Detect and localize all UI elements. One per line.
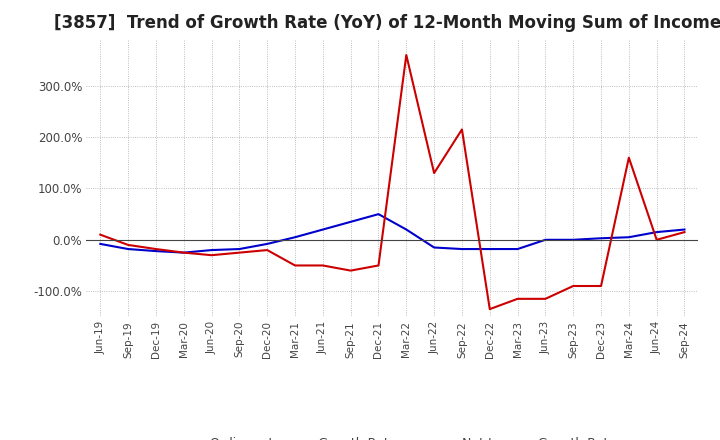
Ordinary Income Growth Rate	[541, 237, 550, 242]
Net Income Growth Rate	[485, 306, 494, 312]
Net Income Growth Rate	[569, 283, 577, 289]
Ordinary Income Growth Rate	[513, 246, 522, 252]
Ordinary Income Growth Rate	[485, 246, 494, 252]
Net Income Growth Rate	[235, 250, 243, 255]
Net Income Growth Rate	[652, 237, 661, 242]
Ordinary Income Growth Rate	[680, 227, 689, 232]
Net Income Growth Rate	[124, 242, 132, 248]
Ordinary Income Growth Rate	[430, 245, 438, 250]
Net Income Growth Rate	[597, 283, 606, 289]
Legend: Ordinary Income Growth Rate, Net Income Growth Rate: Ordinary Income Growth Rate, Net Income …	[163, 432, 621, 440]
Ordinary Income Growth Rate	[124, 246, 132, 252]
Ordinary Income Growth Rate	[207, 247, 216, 253]
Net Income Growth Rate	[263, 247, 271, 253]
Net Income Growth Rate	[374, 263, 383, 268]
Ordinary Income Growth Rate	[263, 241, 271, 246]
Title: [3857]  Trend of Growth Rate (YoY) of 12-Month Moving Sum of Incomes: [3857] Trend of Growth Rate (YoY) of 12-…	[54, 15, 720, 33]
Ordinary Income Growth Rate	[318, 227, 327, 232]
Ordinary Income Growth Rate	[291, 235, 300, 240]
Ordinary Income Growth Rate	[652, 230, 661, 235]
Net Income Growth Rate	[402, 52, 410, 58]
Line: Net Income Growth Rate: Net Income Growth Rate	[100, 55, 685, 309]
Line: Ordinary Income Growth Rate: Ordinary Income Growth Rate	[100, 214, 685, 253]
Ordinary Income Growth Rate	[597, 235, 606, 241]
Ordinary Income Growth Rate	[179, 250, 188, 255]
Net Income Growth Rate	[152, 246, 161, 252]
Net Income Growth Rate	[179, 250, 188, 255]
Ordinary Income Growth Rate	[96, 241, 104, 246]
Net Income Growth Rate	[541, 296, 550, 301]
Net Income Growth Rate	[318, 263, 327, 268]
Ordinary Income Growth Rate	[152, 249, 161, 254]
Net Income Growth Rate	[680, 230, 689, 235]
Ordinary Income Growth Rate	[458, 246, 467, 252]
Net Income Growth Rate	[513, 296, 522, 301]
Net Income Growth Rate	[430, 170, 438, 176]
Net Income Growth Rate	[458, 127, 467, 132]
Net Income Growth Rate	[96, 232, 104, 237]
Ordinary Income Growth Rate	[346, 219, 355, 224]
Net Income Growth Rate	[291, 263, 300, 268]
Ordinary Income Growth Rate	[569, 237, 577, 242]
Net Income Growth Rate	[346, 268, 355, 273]
Net Income Growth Rate	[207, 253, 216, 258]
Ordinary Income Growth Rate	[624, 235, 633, 240]
Ordinary Income Growth Rate	[402, 227, 410, 232]
Ordinary Income Growth Rate	[235, 246, 243, 252]
Net Income Growth Rate	[624, 155, 633, 160]
Ordinary Income Growth Rate	[374, 212, 383, 217]
